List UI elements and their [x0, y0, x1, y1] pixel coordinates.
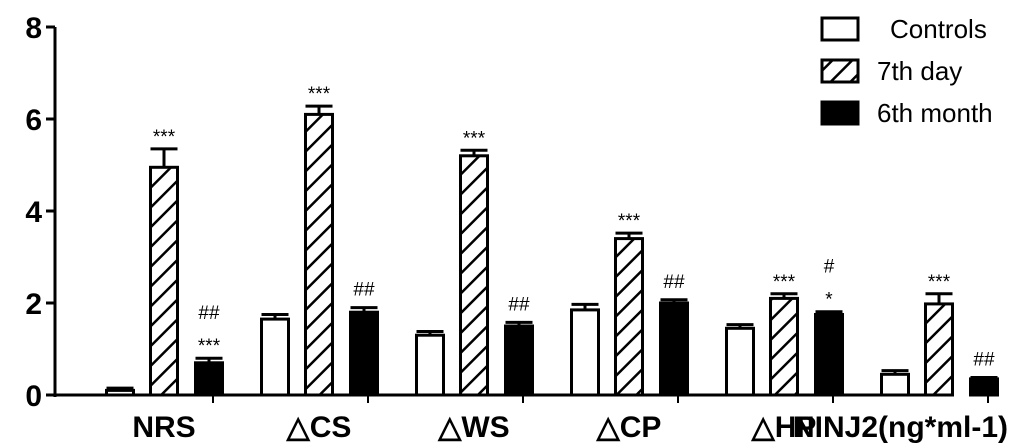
bars: [105, 112, 999, 397]
legend-label: 6th month: [877, 98, 993, 128]
significance-marker: ***: [198, 336, 221, 357]
significance-marker: ***: [153, 127, 176, 148]
significance-marker: #: [824, 257, 835, 278]
bar: [260, 317, 290, 397]
bar: [659, 301, 689, 397]
bar: [105, 388, 135, 397]
x-category-label: △WS: [437, 411, 509, 444]
significance-marker: ##: [663, 272, 685, 293]
significance-marker: ##: [198, 303, 220, 324]
legend-label: Controls: [890, 14, 987, 44]
y-tick-label: 4: [25, 196, 42, 229]
bar: [570, 308, 600, 397]
bar: [725, 326, 755, 397]
y-tick-label: 0: [25, 380, 42, 413]
bar: [924, 302, 954, 397]
significance-marker: ##: [353, 280, 375, 301]
legend: Controls 7th day 6th month: [820, 14, 993, 128]
x-category-label: △CS: [286, 411, 352, 444]
x-category-label: NRS: [132, 411, 195, 444]
bar: [814, 313, 844, 397]
bar: [415, 333, 445, 397]
x-category-label: △HP: [751, 411, 817, 444]
legend-swatch: [820, 100, 860, 126]
x-category-label: △CP: [596, 411, 662, 444]
significance-marker: ***: [928, 272, 951, 293]
significance-marker: ***: [618, 211, 641, 232]
y-tick-label: 8: [25, 12, 42, 45]
significance-marker: ##: [973, 350, 995, 371]
bar: [459, 154, 489, 397]
bar: [194, 361, 224, 397]
bar: [769, 296, 799, 397]
legend-label: 7th day: [877, 56, 962, 86]
bar: [504, 324, 534, 397]
significance-marker: *: [825, 290, 833, 311]
significance-annotations: ******##***##***##***## ****#***##: [153, 84, 995, 370]
significance-marker: ##: [508, 294, 530, 315]
significance-marker: ***: [463, 128, 486, 149]
significance-marker: ***: [308, 84, 331, 105]
bar: [614, 237, 644, 397]
legend-swatch: [820, 16, 860, 42]
y-tick-label: 6: [25, 104, 42, 137]
bar: [304, 112, 334, 397]
bar: [349, 310, 379, 397]
bar: [149, 165, 179, 397]
bar: [880, 372, 910, 397]
error-bars: [106, 104, 998, 391]
significance-marker: ***: [773, 272, 796, 293]
x-category-label: NINJ2(ng*ml-1): [793, 411, 1008, 444]
legend-swatch: [820, 58, 860, 84]
bar: [969, 377, 999, 397]
y-tick-label: 2: [25, 288, 42, 321]
